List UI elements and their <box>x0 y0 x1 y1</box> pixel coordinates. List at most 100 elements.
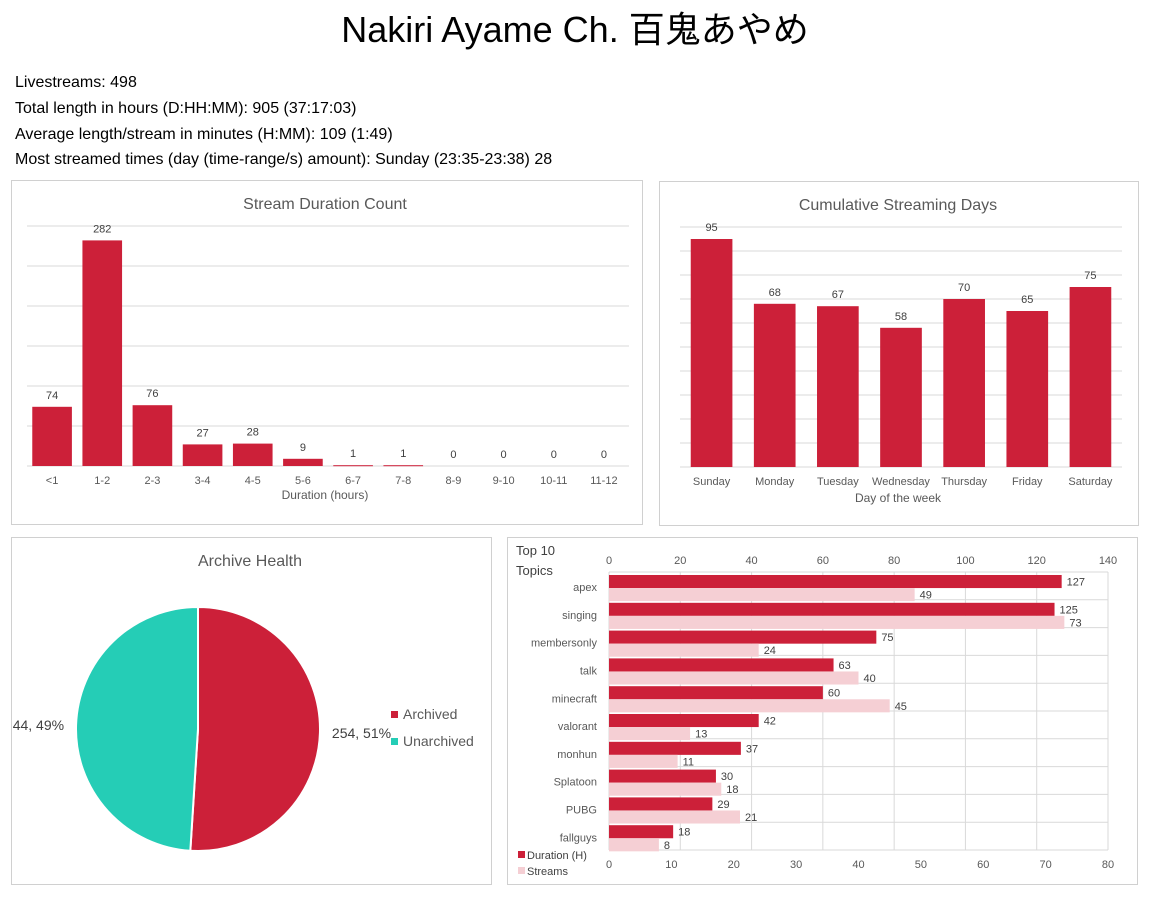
bar <box>609 782 722 796</box>
bar <box>609 602 1055 616</box>
data-label: 75 <box>1084 270 1096 282</box>
bottom-tick-label: 20 <box>728 859 740 871</box>
stat-most-streamed: Most streamed times (day (time-range/s) … <box>15 151 553 168</box>
tick-label: Saturday <box>1068 476 1113 488</box>
chart-title: Cumulative Streaming Days <box>799 197 997 214</box>
data-label: 45 <box>895 701 907 713</box>
bar <box>609 686 823 700</box>
tick-label: 3-4 <box>195 475 211 487</box>
data-label: 18 <box>726 784 738 796</box>
stat-average-length: Average length/stream in minutes (H:MM):… <box>15 126 393 143</box>
data-label: 60 <box>828 688 840 700</box>
bar <box>609 741 741 755</box>
stat-total-length: Total length in hours (D:HH:MM): 905 (37… <box>15 100 357 117</box>
data-label: 0 <box>601 449 607 461</box>
legend-label: Archived <box>403 706 457 722</box>
data-label: 0 <box>450 449 456 461</box>
data-label: 70 <box>958 282 970 294</box>
bar <box>1006 311 1049 467</box>
category-label: PUBG <box>566 804 597 816</box>
bar <box>283 458 323 466</box>
bar <box>333 465 373 467</box>
x-axis-label: Day of the week <box>855 491 942 505</box>
tick-label: 1-2 <box>94 475 110 487</box>
data-label: 68 <box>769 287 781 299</box>
tick-label: 4-5 <box>245 475 261 487</box>
bar <box>32 406 72 466</box>
data-label: 73 <box>1069 617 1081 629</box>
data-label: 49 <box>920 590 932 602</box>
legend-swatch <box>391 711 398 718</box>
data-label: 13 <box>695 729 707 741</box>
legend-label: Unarchived <box>403 733 474 749</box>
legend-swatch <box>518 867 525 874</box>
bottom-tick-label: 50 <box>915 859 927 871</box>
pie-slice <box>189 605 322 852</box>
chart-title: Archive Health <box>198 553 302 570</box>
bar <box>82 240 123 466</box>
data-label: 37 <box>746 743 758 755</box>
bar <box>182 444 223 466</box>
duration-chart: Stream Duration Count 74 <1 282 1-2 76 2-3 27 3-… <box>27 196 629 502</box>
category-label: monhun <box>557 749 597 761</box>
top-tick-label: 120 <box>1028 555 1046 567</box>
tick-label: 10-11 <box>540 475 567 487</box>
category-label: Splatoon <box>554 777 597 789</box>
tick-label: Friday <box>1012 476 1043 488</box>
data-label: 28 <box>247 427 259 439</box>
tick-label: 7-8 <box>395 475 411 487</box>
data-label: 1 <box>350 448 356 460</box>
data-label: 27 <box>196 427 208 439</box>
bar <box>609 769 716 783</box>
data-label: 67 <box>832 289 844 301</box>
tick-label: Thursday <box>941 476 987 488</box>
category-label: singing <box>562 610 597 622</box>
days-chart: Cumulative Streaming Days 95 Sunday 68 Monda… <box>680 197 1122 505</box>
tick-label: Wednesday <box>872 476 930 488</box>
category-label: fallguys <box>560 832 598 844</box>
bar <box>609 838 659 852</box>
data-label: 0 <box>501 449 507 461</box>
tick-label: Tuesday <box>817 476 859 488</box>
chart-title-line: Top 10 <box>516 543 555 558</box>
category-label: apex <box>573 582 597 594</box>
bar <box>880 327 922 467</box>
bar <box>609 699 890 713</box>
data-label: 58 <box>895 311 907 323</box>
data-label: 75 <box>881 632 893 644</box>
top-tick-label: 20 <box>674 555 686 567</box>
legend-swatch <box>518 851 525 858</box>
page-title: Nakiri Ayame Ch. 百鬼あやめ <box>341 9 809 50</box>
bottom-tick-label: 80 <box>1102 859 1114 871</box>
data-label: 40 <box>864 673 876 685</box>
bar <box>753 303 796 467</box>
data-label: 125 <box>1060 604 1078 616</box>
tick-label: 11-12 <box>590 475 617 487</box>
archive-pie-chart: Archive Health 254, 51% 244, 49% Archived Un… <box>12 553 474 852</box>
bar <box>817 306 859 467</box>
bar <box>690 239 733 467</box>
chart-title-line: Topics <box>516 563 553 578</box>
category-label: minecraft <box>552 693 597 705</box>
bar <box>132 405 173 466</box>
slice-label: 254, 51% <box>332 725 391 741</box>
data-label: 95 <box>705 222 717 234</box>
legend-label: Duration (H) <box>527 850 587 862</box>
bar <box>943 299 985 467</box>
data-label: 21 <box>745 812 757 824</box>
bar <box>1069 287 1112 467</box>
bar <box>383 465 424 467</box>
tick-label: <1 <box>46 475 59 487</box>
tick-label: Sunday <box>693 476 731 488</box>
data-label: 127 <box>1067 577 1085 589</box>
category-label: talk <box>580 665 598 677</box>
bar <box>609 643 759 657</box>
bar <box>609 825 674 839</box>
bar <box>232 443 273 466</box>
tick-label: 5-6 <box>295 475 311 487</box>
topics-chart: Top 10 Topics 0 20 40 60 80 100 120 140 0 10 20 30 40 5… <box>516 543 1117 878</box>
bar <box>609 797 713 811</box>
bottom-tick-label: 10 <box>665 859 677 871</box>
legend-swatch <box>391 738 398 745</box>
bar <box>609 588 915 602</box>
